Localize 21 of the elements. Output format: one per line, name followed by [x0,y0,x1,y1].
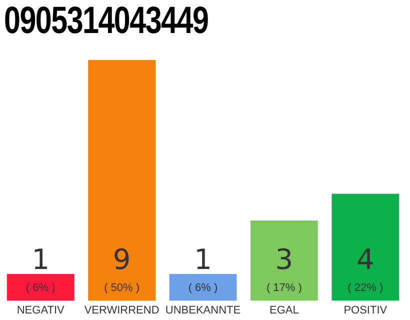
data-label: 3 [275,242,294,276]
bar [332,194,400,301]
bar [169,274,237,301]
x-tick-label: UNBEKANNTE [165,304,241,316]
annotation: ( 6% ) [188,282,218,294]
annotation: ( 17% ) [266,282,302,294]
data-label: 1 [32,242,50,276]
x-tick-label: VERWIRREND [84,304,160,316]
annotation: ( 6% ) [26,282,56,294]
x-tick-label: EGAL [270,304,299,316]
x-tick-label: NEGATIV [16,304,65,316]
data-label: 4 [356,242,374,276]
chart-title: 0905314043449 [4,0,208,43]
x-tick-label: POSITIV [344,304,388,316]
data-label: 1 [194,242,212,276]
annotation: ( 22% ) [348,282,384,294]
data-label: 9 [112,242,131,276]
bar [250,220,318,301]
annotation: ( 50% ) [104,282,140,294]
bar [6,274,74,301]
bar [88,60,156,301]
